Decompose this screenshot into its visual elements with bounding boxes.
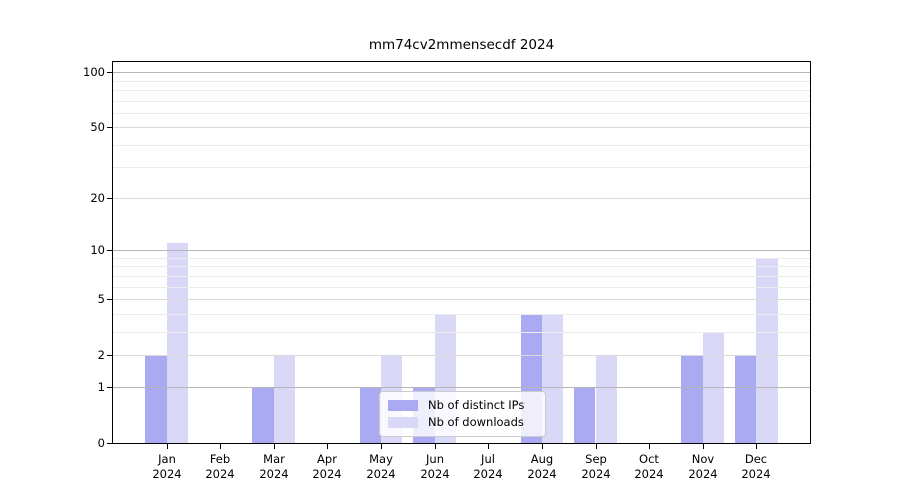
bar-dec-ips [734, 354, 757, 443]
y-tick-label: 1 [97, 380, 105, 394]
bar-mar-downloads [273, 354, 296, 443]
chart-title: mm74cv2mmensecdf 2024 [368, 37, 555, 53]
gridline [113, 250, 810, 251]
bar-aug-downloads [541, 313, 564, 443]
gridline [113, 198, 810, 199]
gridline [113, 72, 810, 73]
x-tick-label-nov: Nov 2024 [688, 452, 718, 481]
grid-layer [113, 62, 810, 443]
bar-mar-ips [252, 387, 274, 443]
x-tick-label-jun: Jun 2024 [420, 452, 450, 481]
x-tick-label-jul: Jul 2024 [473, 452, 503, 481]
gridline [113, 299, 810, 300]
downloads-swatch [388, 417, 418, 428]
y-tick-label: 100 [83, 65, 105, 79]
x-tick-label-apr: Apr 2024 [312, 452, 342, 481]
x-tick-mark [327, 444, 328, 449]
gridline [113, 81, 810, 82]
bar-may-ips [359, 387, 381, 443]
x-tick-label-oct: Oct 2024 [634, 452, 664, 481]
y-tick-mark [107, 250, 112, 251]
gridline [113, 101, 810, 102]
x-tick-label-mar: Mar 2024 [259, 452, 289, 481]
plot-area [112, 61, 811, 444]
legend-label: Nb of downloads [428, 415, 524, 429]
bar-jan-downloads [166, 243, 188, 443]
legend-item-downloads: Nb of downloads [388, 415, 537, 431]
x-tick-mark [596, 444, 597, 449]
bar-nov-ips [681, 354, 703, 443]
bar-dec-downloads [756, 258, 778, 443]
gridline [113, 167, 810, 168]
x-tick-label-aug: Aug 2024 [527, 452, 557, 481]
y-tick-mark [107, 72, 112, 73]
y-tick-mark [107, 355, 112, 356]
gridline [113, 258, 810, 259]
x-tick-mark [381, 444, 382, 449]
y-tick-mark [107, 443, 112, 444]
x-tick-mark [220, 444, 221, 449]
x-tick-mark [756, 444, 757, 449]
y-tick-label: 50 [90, 120, 105, 134]
gridline [113, 90, 810, 91]
y-tick-mark [107, 198, 112, 199]
x-tick-mark [649, 444, 650, 449]
y-tick-mark [107, 387, 112, 388]
gridline [113, 145, 810, 146]
y-tick-label: 5 [97, 292, 105, 306]
x-tick-label-jan: Jan 2024 [152, 452, 182, 481]
x-tick-label-feb: Feb 2024 [205, 452, 235, 481]
bar-sep-ips [574, 387, 596, 443]
gridline [113, 127, 810, 128]
y-tick-label: 20 [90, 191, 105, 205]
y-tick-mark [107, 127, 112, 128]
legend: Nb of distinct IPs Nb of downloads [379, 391, 546, 437]
y-tick-mark [107, 299, 112, 300]
y-tick-label: 10 [90, 243, 105, 257]
x-tick-mark [167, 444, 168, 449]
gridline [113, 387, 810, 388]
x-tick-mark [435, 444, 436, 449]
gridline [113, 287, 810, 288]
x-tick-mark [274, 444, 275, 449]
y-tick-label: 0 [97, 436, 105, 450]
gridline [113, 266, 810, 267]
gridline [113, 113, 810, 114]
bar-sep-downloads [595, 354, 617, 443]
x-tick-mark [488, 444, 489, 449]
x-tick-label-may: May 2024 [366, 452, 396, 481]
gridline [113, 314, 810, 315]
legend-label: Nb of distinct IPs [428, 398, 525, 412]
bar-jan-ips [145, 354, 167, 443]
x-tick-mark [703, 444, 704, 449]
x-tick-mark [542, 444, 543, 449]
x-tick-label-dec: Dec 2024 [741, 452, 771, 481]
gridline [113, 355, 810, 356]
distinct-ips-swatch [388, 400, 418, 411]
y-tick-label: 2 [97, 348, 105, 362]
gridline [113, 276, 810, 277]
gridline [113, 332, 810, 333]
x-tick-label-sep: Sep 2024 [581, 452, 611, 481]
legend-item-distinct-ips: Nb of distinct IPs [388, 398, 537, 414]
